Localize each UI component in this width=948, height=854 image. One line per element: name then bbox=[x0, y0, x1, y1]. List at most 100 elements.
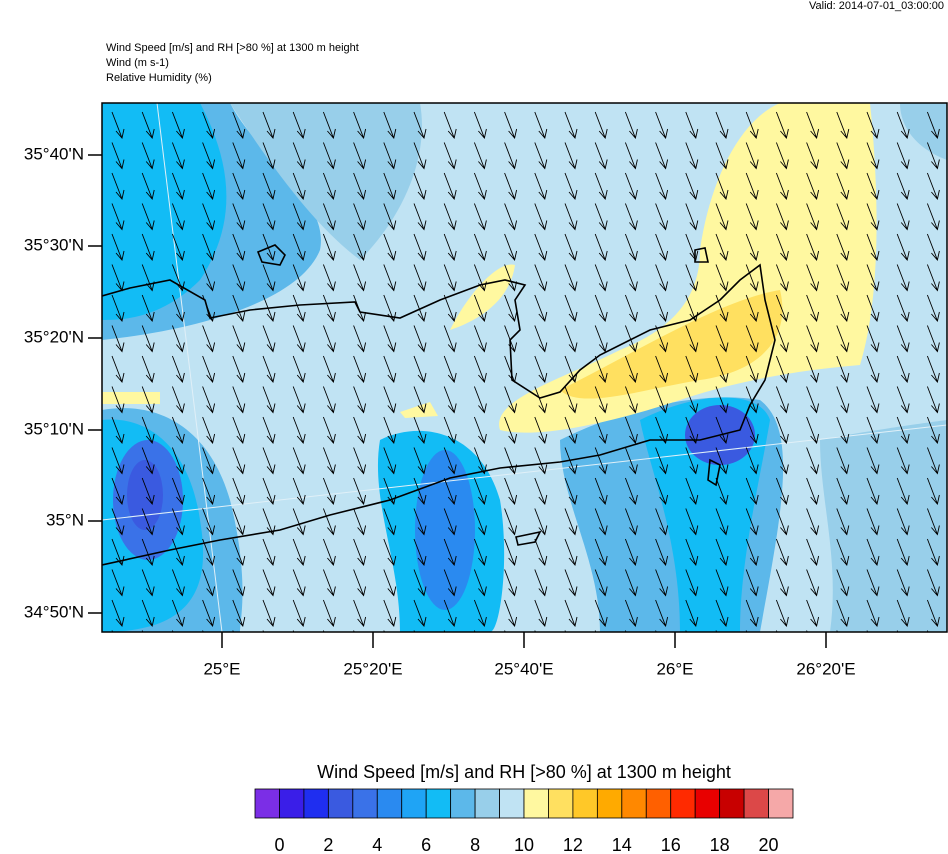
wind-arrow bbox=[141, 569, 155, 597]
colorbar-swatch bbox=[425, 788, 452, 819]
wind-arrow bbox=[473, 569, 487, 597]
wind-arrow bbox=[504, 142, 518, 170]
colorbar-label: 16 bbox=[661, 835, 681, 854]
wind-arrow bbox=[413, 477, 427, 505]
wind-arrow bbox=[685, 355, 699, 383]
wind-arrow bbox=[866, 203, 880, 231]
colorbar-swatch bbox=[548, 788, 574, 819]
wind-arrow bbox=[353, 477, 367, 505]
wind-arrow bbox=[806, 599, 820, 627]
wind-arrow bbox=[292, 386, 306, 414]
wind-arrow bbox=[926, 630, 929, 632]
wind-arrow bbox=[564, 294, 578, 322]
wind-arrow bbox=[866, 477, 880, 505]
wind-arrow bbox=[594, 508, 608, 536]
wind-arrow bbox=[413, 569, 427, 597]
wind-arrow bbox=[655, 111, 669, 139]
colorbar-swatch bbox=[621, 788, 647, 819]
wind-arrow bbox=[443, 325, 457, 353]
wind-arrow bbox=[504, 233, 518, 261]
wind-arrow bbox=[262, 325, 276, 353]
wind-arrow bbox=[141, 233, 155, 261]
wind-arrow bbox=[624, 111, 638, 139]
wind-arrow bbox=[232, 477, 246, 505]
wind-arrow bbox=[141, 203, 155, 231]
wind-arrow bbox=[836, 416, 850, 444]
wind-arrow bbox=[624, 569, 638, 597]
wind-arrow bbox=[171, 111, 185, 139]
wind-arrow bbox=[534, 538, 548, 566]
wind-arrow bbox=[534, 599, 548, 627]
wind-arrow bbox=[534, 203, 548, 231]
wind-arrow bbox=[504, 416, 518, 444]
wind-arrow bbox=[775, 294, 789, 322]
wind-arrow bbox=[202, 172, 216, 200]
wind-arrow bbox=[594, 294, 608, 322]
wind-arrow bbox=[806, 355, 820, 383]
wind-arrow bbox=[685, 538, 699, 566]
wind-arrow bbox=[564, 203, 578, 231]
wind-arrow bbox=[534, 447, 548, 475]
wind-arrow bbox=[202, 630, 204, 632]
wind-arrow bbox=[322, 172, 336, 200]
wind-arrow bbox=[232, 416, 246, 444]
wind-arrow bbox=[806, 630, 808, 632]
wind-arrow bbox=[564, 508, 578, 536]
wind-arrow bbox=[685, 111, 699, 139]
wind-arrow bbox=[473, 630, 476, 632]
wind-arrow bbox=[202, 264, 216, 292]
wind-arrow bbox=[715, 111, 729, 139]
wind-arrow bbox=[534, 416, 548, 444]
lat-label: 34°50'N bbox=[24, 602, 84, 621]
wind-arrow bbox=[655, 538, 669, 566]
wind-arrow bbox=[383, 447, 397, 475]
wind-arrow bbox=[594, 111, 608, 139]
wind-arrow bbox=[594, 142, 608, 170]
wind-arrow bbox=[473, 142, 487, 170]
wind-arrow bbox=[232, 447, 246, 475]
wind-arrow bbox=[111, 630, 114, 632]
wind-arrow bbox=[111, 447, 125, 475]
wind-arrow bbox=[534, 355, 548, 383]
wind-arrow bbox=[504, 630, 506, 632]
wind-arrow bbox=[262, 355, 276, 383]
wind-arrow bbox=[806, 111, 820, 139]
wind-arrow bbox=[745, 203, 759, 231]
wind-arrow bbox=[594, 172, 608, 200]
wind-arrow bbox=[594, 386, 608, 414]
wind-arrow bbox=[383, 538, 397, 566]
wind-arrow bbox=[443, 142, 457, 170]
wind-arrow bbox=[745, 386, 759, 414]
wind-arrow bbox=[534, 294, 548, 322]
wind-arrow bbox=[262, 386, 276, 414]
colorbar-title: Wind Speed [m/s] and RH [>80 %] at 1300 … bbox=[317, 762, 731, 782]
wind-arrow bbox=[806, 264, 820, 292]
colorbar-label: 18 bbox=[710, 835, 730, 854]
wind-arrow bbox=[655, 325, 669, 353]
wind-arrow bbox=[473, 599, 487, 627]
wind-arrow bbox=[292, 599, 306, 627]
wind-arrow bbox=[806, 172, 820, 200]
lon-label: 26°20'E bbox=[796, 659, 855, 678]
wind-arrow bbox=[594, 233, 608, 261]
wind-arrow bbox=[896, 386, 910, 414]
wind-arrow bbox=[504, 172, 518, 200]
wind-arrow bbox=[926, 569, 940, 597]
wind-arrow bbox=[715, 294, 729, 322]
lat-label: 35°10'N bbox=[24, 419, 84, 438]
wind-arrow bbox=[806, 416, 820, 444]
wind-arrow bbox=[594, 325, 608, 353]
wind-arrow bbox=[111, 233, 125, 261]
wind-arrow bbox=[141, 416, 155, 444]
wind-arrow bbox=[473, 111, 487, 139]
wind-arrow bbox=[564, 630, 567, 632]
wind-arrow bbox=[715, 264, 729, 292]
wind-arrow bbox=[715, 203, 729, 231]
wind-arrow bbox=[322, 294, 336, 322]
wind-arrow bbox=[655, 416, 669, 444]
wind-arrow bbox=[171, 386, 185, 414]
wind-arrow bbox=[322, 599, 336, 627]
wind-arrow bbox=[624, 630, 627, 632]
wind-arrow bbox=[202, 508, 216, 536]
wind-arrow bbox=[715, 172, 729, 200]
